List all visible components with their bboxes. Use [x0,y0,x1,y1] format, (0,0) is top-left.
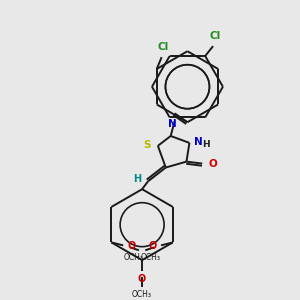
Text: S: S [143,140,151,150]
Text: OCH₃: OCH₃ [141,253,161,262]
Text: OCH₃: OCH₃ [123,253,143,262]
Text: H: H [202,140,210,149]
Text: O: O [149,241,157,251]
Text: O: O [208,159,217,169]
Text: O: O [138,274,146,284]
Text: N: N [168,119,177,129]
Text: H: H [133,174,141,184]
Text: Cl: Cl [157,42,168,52]
Text: Cl: Cl [209,31,221,41]
Text: OCH₃: OCH₃ [132,290,152,299]
Text: N: N [194,137,203,147]
Text: O: O [127,241,135,251]
